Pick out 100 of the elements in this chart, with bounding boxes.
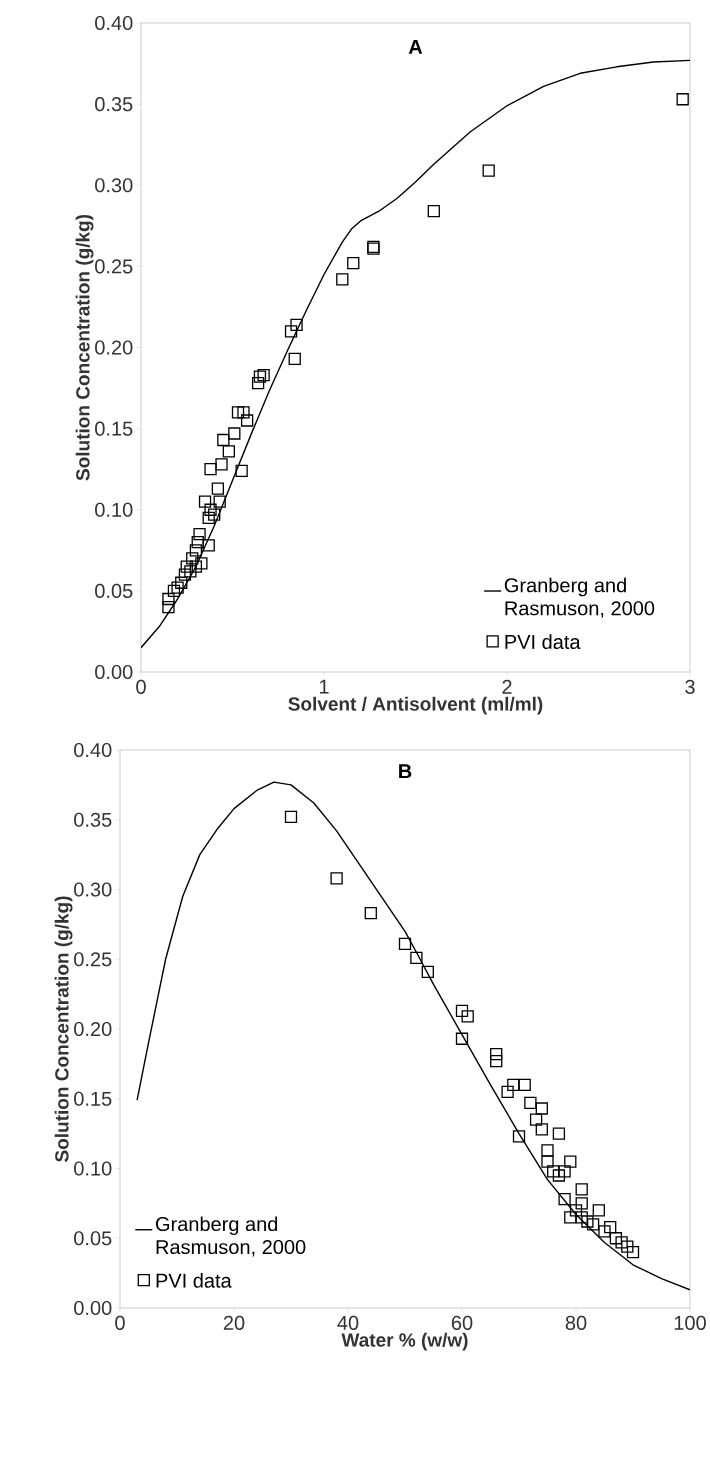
x-tick-label: 20 [223, 1315, 245, 1330]
point [564, 1155, 577, 1168]
point [581, 1215, 594, 1228]
point [202, 511, 215, 525]
point [575, 1183, 588, 1196]
point [598, 1225, 611, 1238]
y-tick-label: 0.05 [74, 1231, 112, 1246]
point [162, 600, 175, 614]
point [398, 937, 412, 951]
point [257, 368, 270, 382]
point [217, 433, 230, 447]
point [253, 370, 267, 383]
point [364, 907, 377, 920]
point [552, 1169, 566, 1182]
point [184, 565, 197, 578]
point [198, 495, 212, 508]
legend-label: PVI data [156, 1273, 232, 1288]
point [552, 1127, 566, 1140]
point [609, 1232, 623, 1245]
x-tick-label: 0 [115, 1315, 125, 1330]
y-tick-label: 0.40 [74, 742, 112, 758]
point [529, 1113, 543, 1126]
legend-label: Granberg and Rasmuson, 2000 [155, 1216, 306, 1257]
y-tick-label: 0.00 [95, 664, 133, 680]
point [564, 1211, 577, 1224]
point [186, 552, 199, 565]
point [208, 508, 221, 521]
point [490, 1047, 503, 1061]
point [284, 810, 298, 824]
y-tick-label: 0.00 [74, 1300, 112, 1316]
x-axis-title: Water % (w/w) [341, 1332, 468, 1351]
point [575, 1197, 588, 1210]
x-tick-label: 3 [685, 679, 695, 694]
y-tick-label: 0.15 [95, 421, 133, 436]
point [586, 1218, 600, 1231]
point [213, 495, 226, 508]
y-tick-label: 0.10 [95, 502, 133, 517]
point [621, 1240, 634, 1253]
point [547, 1165, 560, 1178]
x-tick-label: 2 [502, 679, 512, 694]
point [512, 1130, 526, 1143]
x-tick-label: 80 [565, 1315, 587, 1330]
y-tick-label: 0.30 [95, 178, 133, 193]
point [204, 463, 217, 476]
point [215, 458, 228, 471]
point [427, 205, 440, 218]
point [178, 568, 192, 581]
point [237, 406, 250, 419]
point [541, 1144, 554, 1157]
point [202, 539, 215, 552]
point [231, 406, 245, 419]
point [235, 464, 248, 477]
legend-label: Granberg and Rasmuson, 2000 [504, 577, 655, 618]
point [204, 503, 217, 516]
point [535, 1123, 548, 1136]
line-series [141, 59, 690, 649]
point [455, 1004, 469, 1018]
point [558, 1193, 571, 1206]
x-tick-label: 60 [451, 1315, 473, 1330]
point [518, 1078, 531, 1091]
point [501, 1085, 514, 1098]
point [507, 1078, 520, 1091]
y-tick-label: 0.40 [95, 15, 133, 31]
point [330, 872, 343, 885]
point [347, 256, 360, 270]
y-axis-title: Solution Concentration (g/kg) [75, 214, 94, 481]
point [569, 1204, 583, 1217]
point [195, 557, 208, 570]
y-tick-label: 0.25 [74, 952, 112, 967]
point [189, 560, 203, 573]
point [162, 592, 175, 606]
legend-label: PVI data [505, 634, 581, 650]
x-tick-label: 40 [337, 1315, 359, 1330]
point [180, 560, 193, 573]
point [284, 325, 298, 338]
point [575, 1211, 588, 1224]
point [482, 164, 495, 177]
point [535, 1102, 548, 1115]
point [211, 482, 225, 495]
x-axis-title: Solvent / Antisolvent (ml/ml) [288, 696, 543, 715]
y-tick-label: 0.10 [74, 1161, 112, 1176]
y-tick-label: 0.35 [74, 812, 112, 827]
y-tick-label: 0.30 [74, 882, 112, 897]
y-tick-label: 0.35 [95, 97, 133, 112]
point [626, 1246, 640, 1259]
point [410, 951, 423, 965]
point [240, 414, 254, 427]
x-tick-label: 100 [674, 1315, 706, 1330]
point [421, 965, 434, 978]
point [228, 427, 241, 440]
point [490, 1054, 503, 1068]
point [175, 576, 188, 589]
point [541, 1155, 554, 1168]
point [189, 544, 203, 557]
point [592, 1204, 605, 1217]
point [336, 273, 349, 286]
point [191, 536, 204, 549]
y-axis-title: Solution Concentration (g/kg) [54, 896, 73, 1162]
x-tick-label: 1 [319, 679, 329, 694]
y-tick-label: 0.05 [95, 583, 133, 598]
